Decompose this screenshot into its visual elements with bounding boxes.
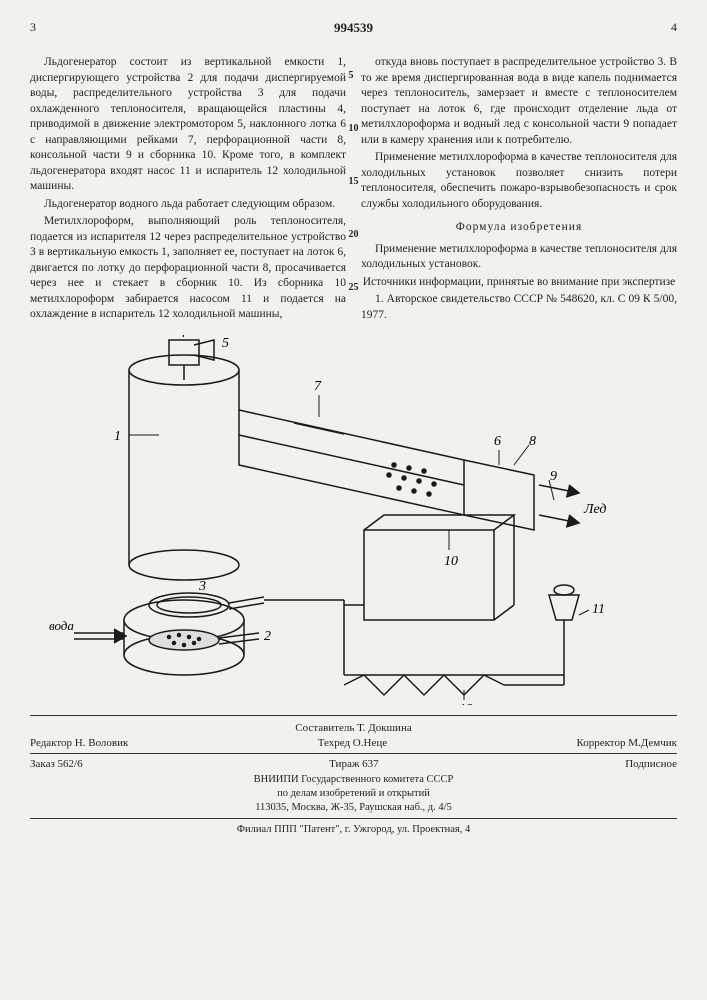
circulation: Тираж 637 (329, 758, 379, 770)
order: Заказ 562/6 (30, 758, 83, 770)
footer: Составитель Т. Докшина Редактор Н. Волов… (30, 715, 677, 837)
paragraph: Применение метилхлороформа в качестве те… (361, 242, 677, 273)
paragraph: Льдогенератор водного льда работает след… (30, 197, 346, 213)
org-line1: ВНИИПИ Государственного комитета СССР (30, 773, 677, 787)
branch: Филиал ППП "Патент", г. Ужгород, ул. Про… (30, 823, 677, 837)
ice-label: Лед (583, 502, 606, 517)
diagram-label: 7 (314, 379, 322, 394)
diagram-label: 3 (198, 579, 206, 594)
diagram-label: 8 (529, 434, 536, 449)
paragraph: 1. Авторское свидетельство СССР № 548620… (361, 292, 677, 323)
paragraph: Льдогенератор состоит из вертикальной ем… (30, 55, 346, 195)
page-right: 4 (671, 20, 677, 35)
tech: Техред О.Неце (318, 737, 387, 749)
right-column: откуда вновь поступает в распределительн… (361, 55, 677, 325)
diagram: 1 2 3 4 5 6 7 8 9 10 11 12 вода Лед (34, 335, 674, 705)
left-column: Льдогенератор состоит из вертикальной ем… (30, 55, 346, 325)
diagram-label: 10 (444, 554, 458, 569)
diagram-label: 4 (179, 335, 186, 341)
diagram-label: 9 (550, 469, 557, 484)
subscription: Подписное (625, 758, 677, 770)
sources-title: Источники информации, принятые во вниман… (361, 275, 677, 291)
diagram-label: 6 (494, 434, 501, 449)
editor: Редактор Н. Воловик (30, 737, 128, 749)
water-label: вода (49, 618, 74, 633)
line-numbers: 5 10 15 20 25 (349, 70, 359, 293)
diagram-label: 11 (592, 602, 605, 617)
paragraph: Применение метилхлороформа в качестве те… (361, 150, 677, 212)
diagram-label: 1 (114, 429, 121, 444)
address: 113035, Москва, Ж-35, Раушская наб., д. … (30, 801, 677, 815)
diagram-label: 2 (264, 629, 271, 644)
page-left: 3 (30, 20, 36, 35)
paragraph: Метилхлороформ, выполняющий роль теплоно… (30, 214, 346, 323)
diagram-label: 5 (222, 336, 229, 351)
formula-title: Формула изобретения (361, 220, 677, 236)
compiler: Составитель Т. Докшина (295, 722, 411, 734)
org-line2: по делам изобретений и открытий (30, 787, 677, 801)
corrector: Корректор М.Демчик (576, 737, 677, 749)
paragraph: откуда вновь поступает в распределительн… (361, 55, 677, 148)
doc-number: 994539 (334, 20, 373, 36)
diagram-label: 12 (459, 702, 473, 705)
